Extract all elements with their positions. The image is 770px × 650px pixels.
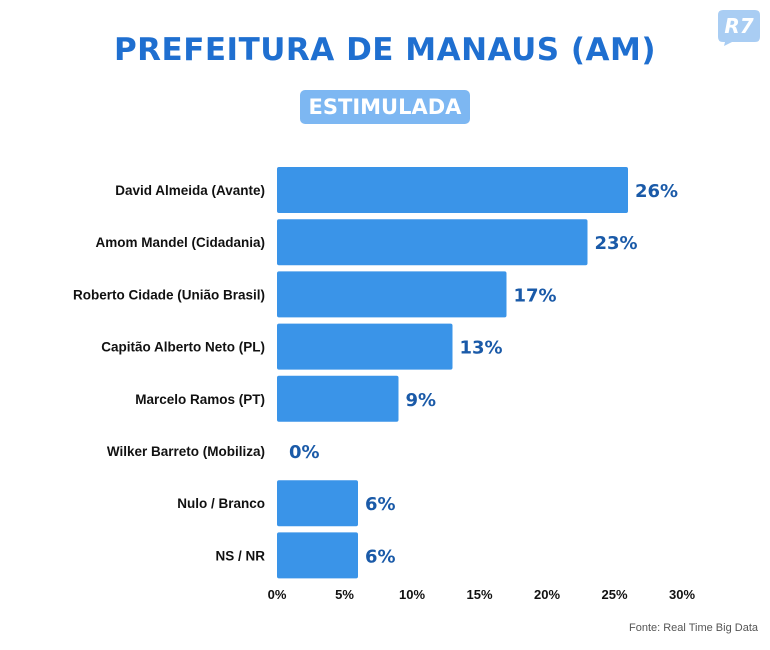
subtitle-badge: ESTIMULADA — [300, 90, 470, 124]
value-label: 6% — [365, 494, 396, 515]
bar — [277, 323, 453, 370]
value-label: 26% — [635, 181, 678, 202]
value-label: 23% — [595, 233, 638, 254]
bar — [277, 532, 358, 579]
category-label: Roberto Cidade (União Brasil) — [73, 287, 265, 302]
x-tick-label: 10% — [399, 587, 425, 602]
category-labels: David Almeida (Avante) Amom Mandel (Cidad… — [73, 183, 265, 563]
category-label: Amom Mandel (Cidadania) — [95, 235, 265, 250]
x-tick-label: 5% — [335, 587, 354, 602]
logo-text: R7 — [724, 14, 754, 38]
value-label: 17% — [514, 285, 557, 306]
category-label: Capitão Alberto Neto (PL) — [101, 340, 265, 355]
logo-shape — [718, 10, 760, 46]
bar — [277, 271, 507, 318]
category-label: David Almeida (Avante) — [115, 183, 265, 198]
bars — [277, 167, 628, 579]
x-tick-label: 20% — [534, 587, 560, 602]
x-axis-ticks: 0% 5% 10% 15% 20% 25% 30% — [268, 587, 696, 602]
bar — [277, 480, 358, 527]
value-label: 6% — [365, 546, 396, 567]
source-note: Fonte: Real Time Big Data — [628, 622, 758, 634]
x-tick-label: 15% — [466, 587, 492, 602]
x-tick-label: 0% — [268, 587, 287, 602]
x-tick-label: 30% — [669, 587, 695, 602]
bar — [277, 375, 399, 422]
value-labels: 26% 23% 17% 13% 9% 0% 6% 6% — [289, 181, 678, 567]
bar — [277, 219, 588, 266]
x-tick-label: 25% — [601, 587, 627, 602]
value-label: 0% — [289, 442, 320, 463]
category-label: Marcelo Ramos (PT) — [135, 392, 265, 407]
value-label: 9% — [406, 390, 437, 411]
value-label: 13% — [460, 338, 503, 359]
category-label: NS / NR — [215, 548, 265, 563]
chart-title: PREFEITURA DE MANAUS (AM) — [113, 32, 657, 68]
r7-logo-icon — [718, 10, 760, 46]
bar — [277, 167, 628, 213]
category-label: Nulo / Branco — [177, 496, 265, 511]
category-label: Wilker Barreto (Mobiliza) — [107, 444, 265, 459]
